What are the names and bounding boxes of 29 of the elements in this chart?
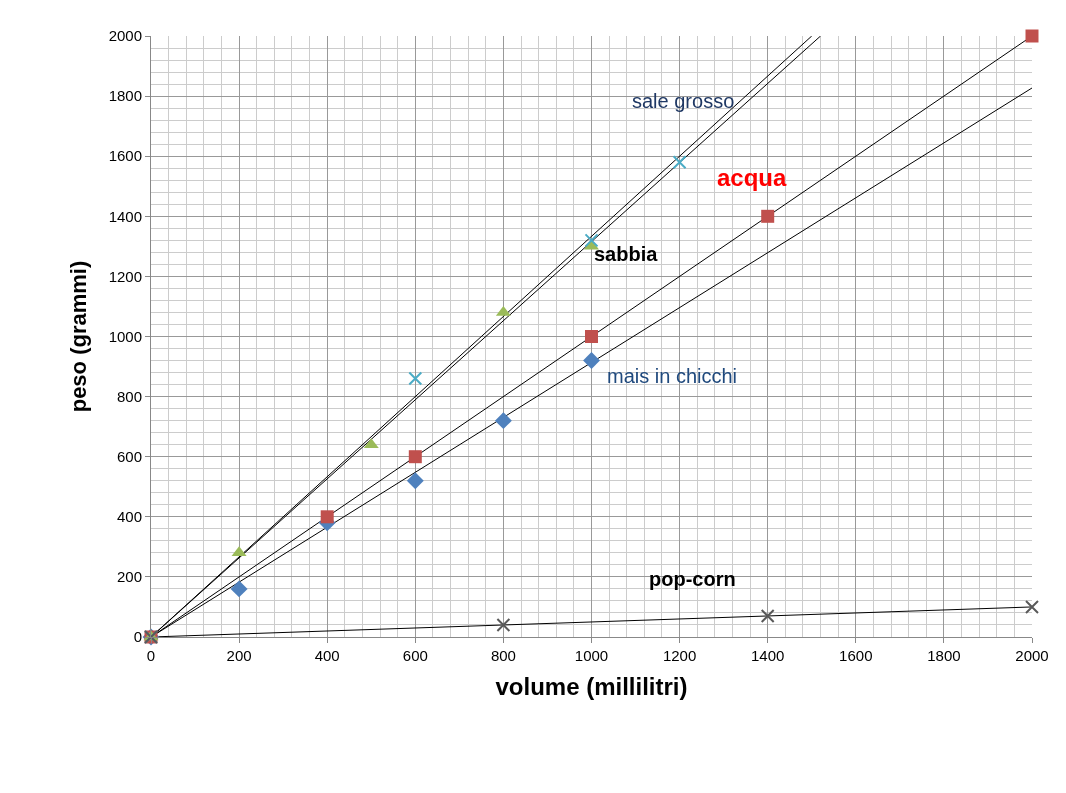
- x-tick-label: 1600: [839, 647, 873, 664]
- y-tick-label: 2000: [108, 27, 142, 45]
- annotation: mais in chicchi: [607, 365, 738, 387]
- x-tick-label: 1400: [751, 647, 785, 664]
- x-tick-label: 200: [226, 647, 252, 664]
- x-tick-label: 600: [402, 647, 428, 664]
- y-tick-label: 1600: [108, 147, 142, 165]
- y-tick-label: 600: [116, 447, 142, 465]
- x-tick-label: 0: [146, 647, 156, 664]
- y-tick-label: 1800: [108, 87, 142, 105]
- x-tick-label: 400: [314, 647, 340, 664]
- annotation: acqua: [717, 164, 788, 191]
- x-tick-label: 800: [490, 647, 516, 664]
- y-tick-label: 200: [116, 568, 142, 586]
- y-tick-label: 800: [116, 387, 142, 405]
- y-tick-label: 1400: [108, 207, 142, 225]
- y-axis-title: peso (grammi): [66, 260, 92, 413]
- y-tick-label: 0: [133, 628, 142, 646]
- annotation: sabbia: [594, 243, 659, 265]
- x-tick-label: 2000: [1015, 647, 1049, 664]
- x-tick-label: 1000: [574, 647, 609, 664]
- y-tick-label: 1200: [108, 267, 142, 285]
- y-tick-label: 400: [116, 508, 142, 526]
- y-tick-label: 1000: [108, 327, 142, 345]
- annotation: sale grosso: [632, 90, 735, 112]
- x-tick-label: 1200: [662, 647, 697, 664]
- x-tick-label: 1800: [927, 647, 961, 664]
- annotation: pop-corn: [649, 568, 736, 590]
- x-axis-title: volume (millilitri): [495, 673, 688, 701]
